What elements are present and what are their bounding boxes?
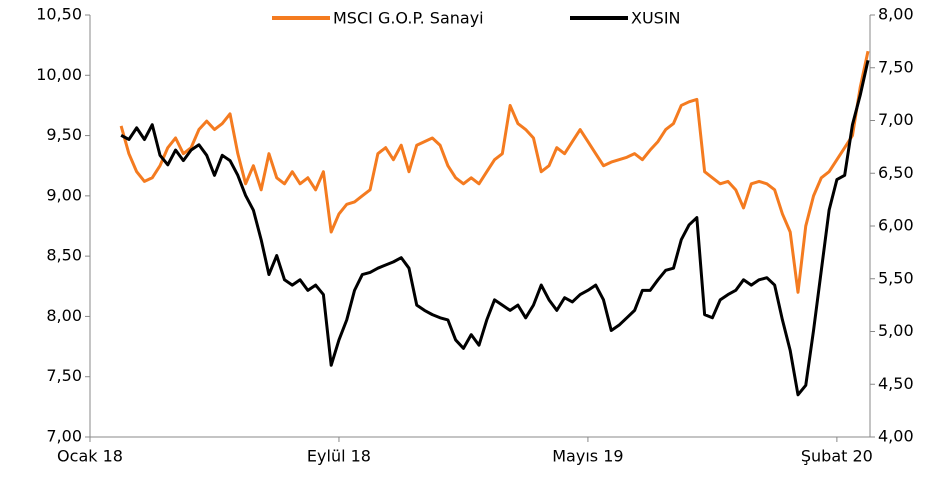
y2-tick-label: 6,50 <box>878 163 914 182</box>
y2-tick-label: 4,50 <box>878 374 914 393</box>
y2-tick-label: 6,00 <box>878 216 914 235</box>
y-tick-label: 7,50 <box>46 366 82 385</box>
y-tick-label: 9,00 <box>46 185 82 204</box>
y-tick-label: 9,50 <box>46 125 82 144</box>
y2-tick-label: 5,00 <box>878 321 914 340</box>
x-tick-label: Ocak 18 <box>57 447 123 466</box>
x-tick-label: Şubat 20 <box>801 447 873 466</box>
y-tick-label: 10,50 <box>36 5 82 24</box>
legend-label: MSCI G.O.P. Sanayi <box>333 9 484 28</box>
y2-tick-label: 4,00 <box>878 427 914 446</box>
legend-label: XUSIN <box>631 9 681 28</box>
y2-tick-label: 7,50 <box>878 57 914 76</box>
line-series <box>119 50 870 294</box>
x-tick-label: Mayıs 19 <box>552 447 623 466</box>
y-tick-label: 10,00 <box>36 65 82 84</box>
y2-tick-label: 7,00 <box>878 110 914 129</box>
y-tick-label: 7,00 <box>46 427 82 446</box>
line-series <box>120 60 870 397</box>
y-tick-label: 8,00 <box>46 306 82 325</box>
x-tick-label: Eylül 18 <box>307 447 371 466</box>
y2-tick-label: 8,00 <box>878 5 914 24</box>
y2-tick-label: 5,50 <box>878 268 914 287</box>
y-tick-label: 8,50 <box>46 246 82 265</box>
